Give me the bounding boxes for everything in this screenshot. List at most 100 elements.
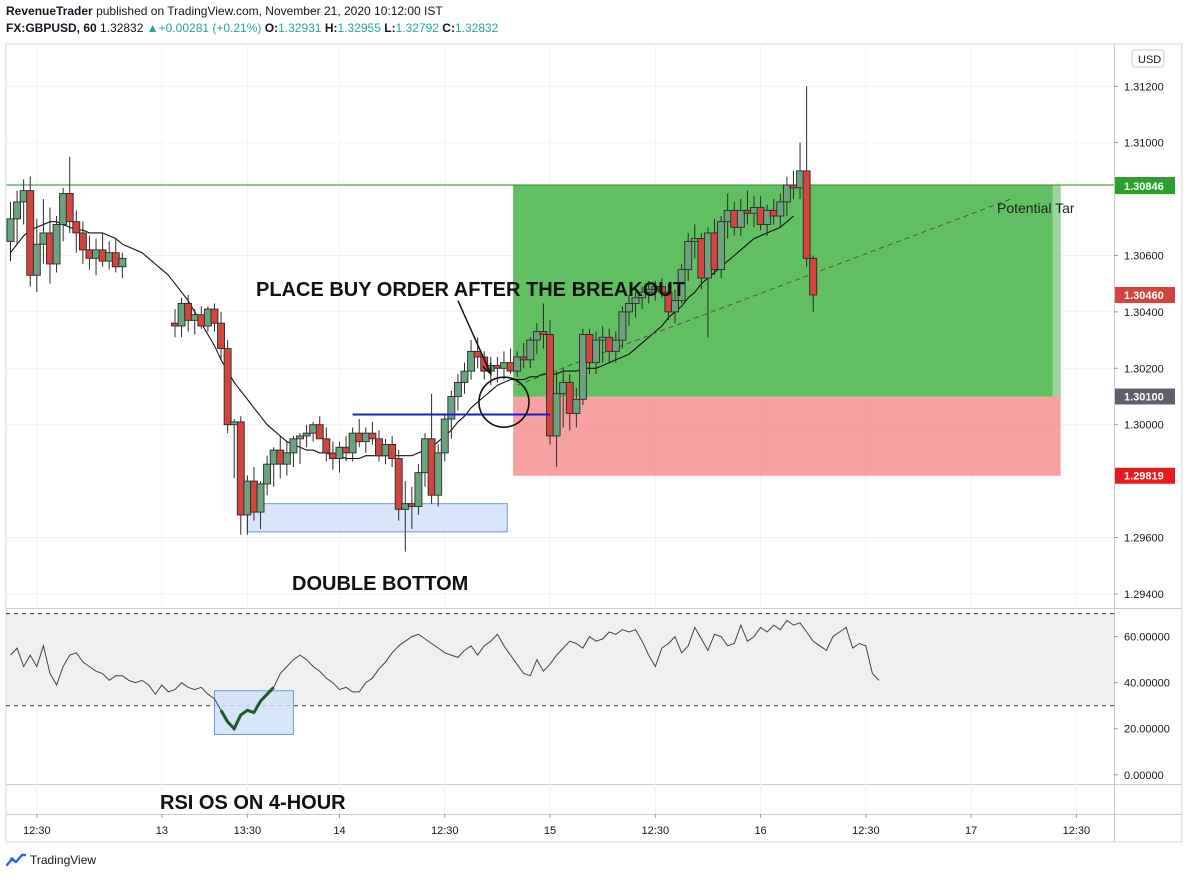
candle[interactable] [677,263,686,304]
candle[interactable] [546,320,554,445]
candle[interactable] [513,351,522,377]
candle[interactable] [684,232,693,281]
candle[interactable] [572,388,581,428]
candle[interactable] [625,294,633,326]
candle[interactable] [322,427,331,462]
candle[interactable] [776,193,785,228]
change-up-icon: ▲ [146,21,159,35]
candle-body [585,334,594,364]
candle[interactable] [532,323,541,355]
price-label-text: 1.30460 [1124,290,1164,302]
candle[interactable] [32,218,41,293]
candle[interactable] [388,435,397,467]
candle-body [703,232,712,279]
time-tick-label: 12:30 [431,825,459,837]
candle[interactable] [236,416,245,535]
candle[interactable] [460,362,469,394]
candle-body [598,336,607,341]
candle[interactable] [434,444,443,507]
tradingview-logo[interactable]: TradingView [6,853,96,867]
candle-body [263,463,272,485]
moving-average-line[interactable] [10,215,794,460]
candle[interactable] [644,280,653,304]
candle-body [401,503,410,510]
price-label-text: 1.29819 [1124,471,1164,483]
candle[interactable] [118,252,127,279]
candle-body [328,452,337,459]
candle[interactable] [809,255,818,312]
candle[interactable] [348,427,357,462]
candle[interactable] [13,190,22,245]
trend-line[interactable] [516,198,1011,386]
candle-body [342,446,351,454]
candle[interactable] [263,455,272,496]
candle[interactable] [289,435,298,467]
candle[interactable] [440,413,449,462]
candle-body [421,438,429,474]
candle[interactable] [611,331,620,363]
candle[interactable] [565,373,574,431]
candle[interactable] [671,289,679,324]
candle-body [473,350,482,358]
candle[interactable] [638,286,647,310]
candle[interactable] [210,303,219,332]
candle[interactable] [539,303,548,349]
candle[interactable] [394,450,403,521]
candle[interactable] [217,311,225,360]
candle-body [671,300,679,313]
rsi-oversold-box[interactable] [213,690,294,735]
candle[interactable] [552,371,561,467]
time-tick-label: 13:30 [234,825,262,837]
publisher-name[interactable]: RevenueTrader [6,4,93,18]
candle[interactable] [480,351,489,380]
candle[interactable] [78,221,87,264]
candle-body [46,232,54,265]
candle[interactable] [453,373,462,411]
candle[interactable] [592,331,601,374]
candle[interactable] [72,210,81,253]
candle[interactable] [717,216,726,279]
breakout-annotation: PLACE BUY ORDER AFTER THE BREAKOUT [256,279,685,301]
candle[interactable] [631,292,640,318]
candle[interactable] [657,278,666,298]
candle[interactable] [256,481,265,530]
candle-body [184,302,193,321]
loss-zone[interactable] [513,396,1061,476]
candle[interactable] [6,201,15,262]
candle[interactable] [802,86,811,267]
double-bottom-box[interactable] [246,503,508,533]
annotation-arrow[interactable] [457,300,492,375]
candle-body [776,201,785,217]
candle[interactable] [26,176,35,287]
potential-target-label: Potential Target [997,200,1094,216]
candle[interactable] [526,337,535,369]
candle[interactable] [315,416,324,440]
rsi-highlight-line[interactable] [219,686,275,732]
profit-zone[interactable] [513,185,1061,397]
candle[interactable] [223,340,232,434]
rsi-line[interactable] [10,619,880,730]
candle[interactable] [296,433,304,465]
candle[interactable] [65,156,74,233]
symbol-label[interactable]: FX:GBPUSD, 60 [6,21,97,35]
candle[interactable] [368,421,377,445]
candle[interactable] [736,199,745,236]
candle[interactable] [467,340,476,380]
candle-body [730,209,739,228]
candle[interactable] [302,424,311,448]
candle-body [92,249,100,259]
candle[interactable] [782,176,791,217]
candle-body [618,311,627,341]
candle[interactable] [763,204,772,236]
candle[interactable] [618,306,627,349]
candle[interactable] [282,441,291,476]
candle-body [414,472,423,507]
candle-body [302,432,311,437]
candle[interactable] [52,216,61,273]
candle[interactable] [184,294,193,332]
breakout-circle[interactable] [478,376,530,428]
currency-badge[interactable] [1131,49,1165,68]
candle[interactable] [414,464,423,515]
candle[interactable] [578,328,587,405]
